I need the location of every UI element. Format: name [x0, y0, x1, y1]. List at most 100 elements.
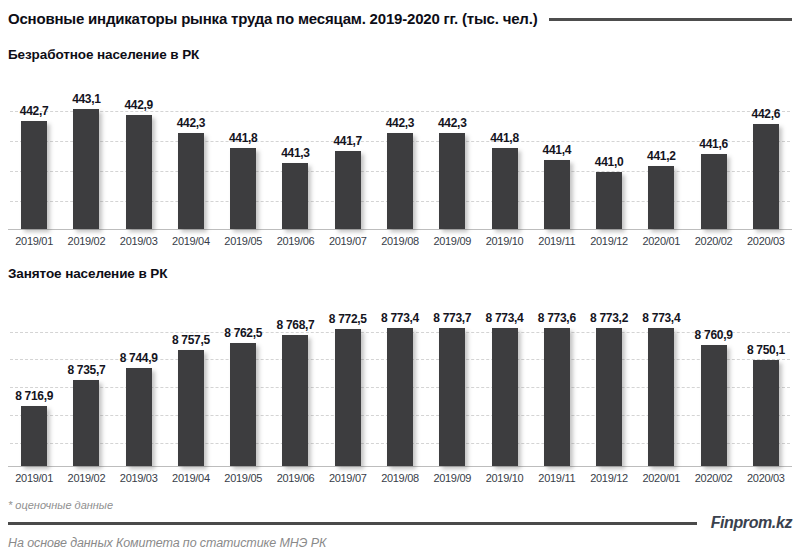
infographic-page: Основные индикаторы рынка труда по месяц… — [0, 0, 800, 552]
bar — [596, 328, 622, 466]
x-tick-label: 2020/01 — [635, 235, 687, 247]
bar-value-label: 8 773,6 — [538, 311, 576, 325]
bar-value-label: 8 760,9 — [695, 328, 733, 342]
x-tick-label: 2019/01 — [8, 235, 60, 247]
bar-value-label: 8 773,4 — [486, 311, 524, 325]
x-tick-label: 2020/02 — [687, 235, 739, 247]
bar — [230, 148, 256, 229]
bar-slot: 8 735,7 — [60, 294, 112, 466]
x-tick-label: 2019/08 — [374, 472, 426, 484]
bar — [178, 350, 204, 466]
bar-value-label: 441,2 — [647, 149, 676, 163]
employed-population-chart: Занятое население в РК 8 716,9 8 735,7 8 7… — [8, 266, 792, 484]
bar-value-label: 441,8 — [490, 131, 519, 145]
bar-value-label: 442,3 — [386, 116, 415, 130]
x-tick-label: 2019/05 — [217, 472, 269, 484]
bar-value-label: 8 762,5 — [224, 326, 262, 340]
bar-slot: 442,7 — [8, 75, 60, 229]
bar-slot: 441,4 — [531, 75, 583, 229]
bar-slot: 8 773,4 — [478, 294, 530, 466]
bar-slot: 8 773,6 — [531, 294, 583, 466]
bar — [492, 328, 518, 466]
bar-value-label: 8 773,2 — [590, 311, 628, 325]
bar — [439, 328, 465, 467]
x-tick-label: 2019/08 — [374, 235, 426, 247]
bar — [21, 121, 47, 229]
bar — [126, 115, 152, 229]
x-tick-label: 2019/12 — [583, 472, 635, 484]
brand-logo-text: Finprom.kz — [711, 514, 792, 532]
bar — [701, 345, 727, 466]
footnote-estimated-data: * оценочные данные — [8, 499, 792, 511]
x-tick-label: 2019/07 — [322, 235, 374, 247]
x-tick-label: 2019/02 — [60, 235, 112, 247]
x-tick-label: 2019/07 — [322, 472, 374, 484]
bar-slot: 8 773,7 — [426, 294, 478, 466]
bar-slot: 8 716,9 — [8, 294, 60, 466]
unemployed-population-chart: Безработное население в РК 442,7443,1442… — [8, 47, 792, 247]
bar-slot: 8 773,4 — [374, 294, 426, 466]
x-tick-label: 2020/03 — [740, 472, 792, 484]
bar-slot: 442,6 — [740, 75, 792, 229]
x-tick-label: 2019/01 — [8, 472, 60, 484]
bar — [335, 329, 361, 466]
bar — [596, 172, 622, 229]
x-tick-label: 2019/06 — [269, 235, 321, 247]
x-tick-label: 2019/11 — [531, 235, 583, 247]
bar — [282, 335, 308, 467]
chart-title-employed: Занятое население в РК — [8, 266, 792, 281]
bar-value-label: 8 744,9 — [120, 351, 158, 365]
header-rule-line — [549, 18, 792, 21]
page-title: Основные индикаторы рынка труда по месяц… — [8, 10, 537, 27]
bar-value-label: 8 750,1 — [747, 343, 785, 357]
bar — [492, 148, 518, 229]
bar-value-label: 8 735,7 — [67, 363, 105, 377]
bar-slot: 8 757,5 — [165, 294, 217, 466]
bar-value-label: 442,6 — [752, 107, 781, 121]
bar-slot: 8 744,9 — [113, 294, 165, 466]
bar-value-label: 441,0 — [595, 155, 624, 169]
x-axis-employed: 2019/012019/022019/032019/042019/052019/… — [8, 467, 792, 484]
bars-container: 442,7443,1442,9442,3441,8441,3441,7442,3… — [8, 75, 792, 229]
x-tick-label: 2019/04 — [165, 235, 217, 247]
bar — [21, 406, 47, 466]
bar-value-label: 443,1 — [72, 92, 101, 106]
bar-value-label: 8 772,5 — [329, 312, 367, 326]
x-tick-label: 2020/03 — [740, 235, 792, 247]
x-tick-label: 2019/05 — [217, 235, 269, 247]
bar-slot: 441,3 — [269, 75, 321, 229]
x-tick-label: 2019/10 — [478, 472, 530, 484]
bar — [544, 328, 570, 466]
bar — [230, 343, 256, 466]
bar-value-label: 442,9 — [124, 98, 153, 112]
bar-slot: 441,8 — [478, 75, 530, 229]
x-tick-label: 2019/09 — [426, 235, 478, 247]
bar-slot: 8 773,2 — [583, 294, 635, 466]
x-tick-label: 2019/03 — [113, 235, 165, 247]
x-tick-label: 2019/02 — [60, 472, 112, 484]
bar-value-label: 8 773,4 — [642, 311, 680, 325]
bar-slot: 8 768,7 — [269, 294, 321, 466]
bar-value-label: 442,3 — [177, 116, 206, 130]
bar-value-label: 441,8 — [229, 131, 258, 145]
brand-row: Finprom.kz — [8, 514, 792, 532]
bar — [439, 133, 465, 229]
plot-area-unemployed: 442,7443,1442,9442,3441,8441,3441,7442,3… — [8, 75, 792, 230]
bar-value-label: 441,4 — [543, 143, 572, 157]
x-tick-label: 2019/11 — [531, 472, 583, 484]
x-tick-label: 2019/10 — [478, 235, 530, 247]
data-source-note: На основе данных Комитета по статистике … — [8, 536, 792, 550]
bar-slot: 442,3 — [165, 75, 217, 229]
bar — [648, 166, 674, 229]
x-tick-label: 2019/06 — [269, 472, 321, 484]
bar — [544, 160, 570, 229]
bar-slot: 442,3 — [374, 75, 426, 229]
x-tick-label: 2019/04 — [165, 472, 217, 484]
bar-slot: 441,0 — [583, 75, 635, 229]
bar — [126, 368, 152, 467]
x-axis-unemployed: 2019/012019/022019/032019/042019/052019/… — [8, 230, 792, 247]
bar-slot: 441,2 — [635, 75, 687, 229]
x-tick-label: 2019/09 — [426, 472, 478, 484]
bar — [282, 163, 308, 229]
bar — [387, 133, 413, 229]
